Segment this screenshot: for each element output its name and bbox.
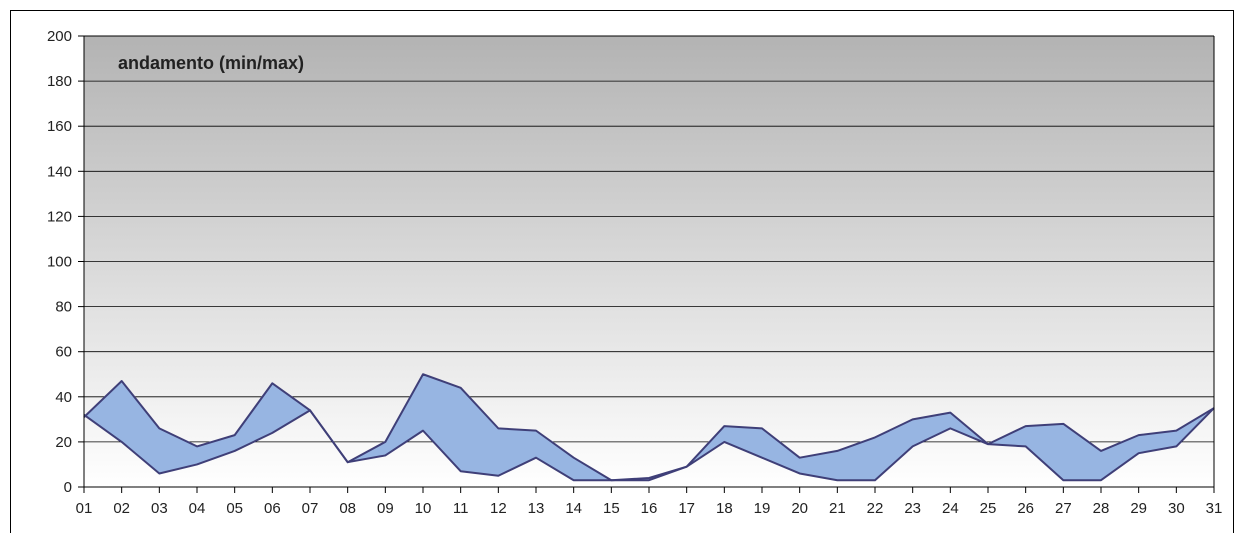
x-tick-label: 04 — [189, 500, 206, 517]
x-tick-label: 26 — [1017, 500, 1034, 517]
y-tick-label: 100 — [47, 254, 72, 271]
x-tick-label: 29 — [1130, 500, 1147, 517]
x-tick-label: 22 — [867, 500, 884, 517]
x-tick-label: 01 — [76, 500, 93, 517]
x-tick-label: 13 — [528, 500, 545, 517]
x-tick-label: 27 — [1055, 500, 1072, 517]
x-tick-label: 28 — [1093, 500, 1110, 517]
x-tick-label: 06 — [264, 500, 281, 517]
x-tick-label: 10 — [415, 500, 432, 517]
y-tick-label: 160 — [47, 118, 72, 135]
min-max-band — [84, 374, 1214, 481]
x-tick-label: 08 — [339, 500, 356, 517]
y-tick-labels: 0 20 40 60 80 100 120 140 160 180 200 — [47, 28, 72, 496]
y-tick-label: 40 — [55, 389, 72, 406]
y-tick-label: 80 — [55, 299, 72, 316]
x-tick-label: 16 — [641, 500, 658, 517]
y-tick-label: 0 — [64, 479, 72, 496]
x-tick-label: 23 — [904, 500, 921, 517]
x-tick-labels: 01 02 03 04 05 06 07 08 09 10 11 12 13 14 15 16 17 18 19 20… — [76, 487, 1223, 517]
y-tick-label: 140 — [47, 163, 72, 180]
x-tick-label: 07 — [302, 500, 319, 517]
x-tick-label: 05 — [226, 500, 243, 517]
chart-frame — [10, 10, 1234, 533]
x-tick-label: 31 — [1206, 500, 1223, 517]
x-tick-label: 02 — [113, 500, 130, 517]
y-tick-label: 180 — [47, 73, 72, 90]
x-tick-label: 09 — [377, 500, 394, 517]
x-tick-label: 21 — [829, 500, 846, 517]
x-tick-label: 18 — [716, 500, 733, 517]
y-tick-label: 60 — [55, 344, 72, 361]
x-tick-label: 03 — [151, 500, 168, 517]
y-tick-label: 200 — [47, 28, 72, 45]
y-tick-label: 20 — [55, 434, 72, 451]
x-tick-label: 24 — [942, 500, 959, 517]
x-tick-label: 14 — [565, 500, 582, 517]
x-tick-label: 12 — [490, 500, 507, 517]
x-tick-label: 11 — [453, 500, 469, 517]
x-tick-label: 15 — [603, 500, 620, 517]
x-tick-label: 25 — [980, 500, 997, 517]
series-line-2 — [83, 407, 1215, 482]
x-tick-label: 20 — [791, 500, 808, 517]
series-line-1 — [83, 373, 1215, 482]
series-lines — [83, 373, 1215, 482]
y-tick-label: 120 — [47, 208, 72, 225]
x-tick-label: 17 — [678, 500, 695, 517]
chart-title: andamento (min/max) — [118, 53, 304, 73]
x-tick-label: 30 — [1168, 500, 1185, 517]
x-tick-label: 19 — [754, 500, 771, 517]
